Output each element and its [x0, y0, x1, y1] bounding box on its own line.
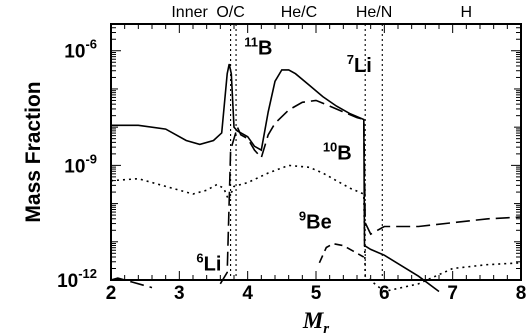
y-tick-exp: -6	[85, 37, 97, 52]
y-tick-labels: 10-610-910-12	[57, 37, 97, 292]
y-tick-exp: -9	[85, 151, 97, 166]
y-tick-exp: -12	[78, 266, 97, 281]
series-label-element: B	[258, 38, 272, 60]
y-axis-label: Mass Fraction	[22, 81, 45, 222]
series-line-9Be	[318, 242, 365, 264]
x-axis-label: Mr	[302, 308, 329, 335]
series-label-9Be: 9Be	[299, 208, 332, 233]
series-label-element: Li	[204, 253, 222, 275]
series-label-mass: 7	[347, 52, 354, 67]
zone-label: He/N	[356, 4, 392, 21]
x-tick-labels: 2 3 4 5 6 7 8	[106, 283, 527, 304]
x-axis-label-sub: r	[323, 321, 329, 335]
y-tick-base: 10	[64, 156, 85, 177]
x-tick-label: 6	[379, 283, 390, 304]
series-label-mass: 9	[299, 208, 306, 223]
series-label-mass: 6	[196, 250, 203, 265]
y-tick-base: 10	[57, 271, 78, 292]
x-tick-label: 2	[106, 283, 117, 304]
series-line-11B	[111, 63, 440, 293]
x-tick-label: 4	[242, 283, 253, 304]
y-tick-label: 10-12	[57, 266, 97, 292]
series-label-mass: 10	[323, 140, 337, 155]
x-tick-label: 8	[516, 283, 527, 304]
x-tick-label: 3	[174, 283, 185, 304]
series-label-6Li: 6Li	[196, 250, 221, 275]
y-tick-base: 10	[64, 42, 85, 63]
x-tick-label: 7	[447, 283, 458, 304]
series-label-element: B	[337, 143, 351, 165]
zone-label: O/C	[216, 4, 244, 21]
plot-frame	[110, 23, 522, 281]
axis-ticks	[110, 23, 522, 281]
x-axis-label-main: M	[302, 308, 325, 333]
x-tick-label: 5	[311, 283, 322, 304]
zone-label: H	[461, 4, 473, 21]
series-label-7Li: 7Li	[347, 52, 372, 77]
series-line-7Li	[219, 99, 522, 285]
series-layer	[110, 63, 522, 293]
series-label-element: Li	[354, 55, 372, 77]
series-label-element: Be	[306, 211, 332, 233]
zone-label: He/C	[281, 4, 317, 21]
y-tick-label: 10-6	[64, 37, 97, 63]
series-label-11B: 11B	[244, 35, 272, 60]
series-label-10B: 10B	[323, 140, 352, 165]
series-label-mass: 11	[244, 35, 258, 50]
zone-label: Inner	[171, 4, 208, 21]
series-line-10B	[110, 164, 522, 293]
zone-labels: Inner O/C He/C He/N H	[171, 4, 472, 21]
y-tick-label: 10-9	[64, 151, 97, 177]
